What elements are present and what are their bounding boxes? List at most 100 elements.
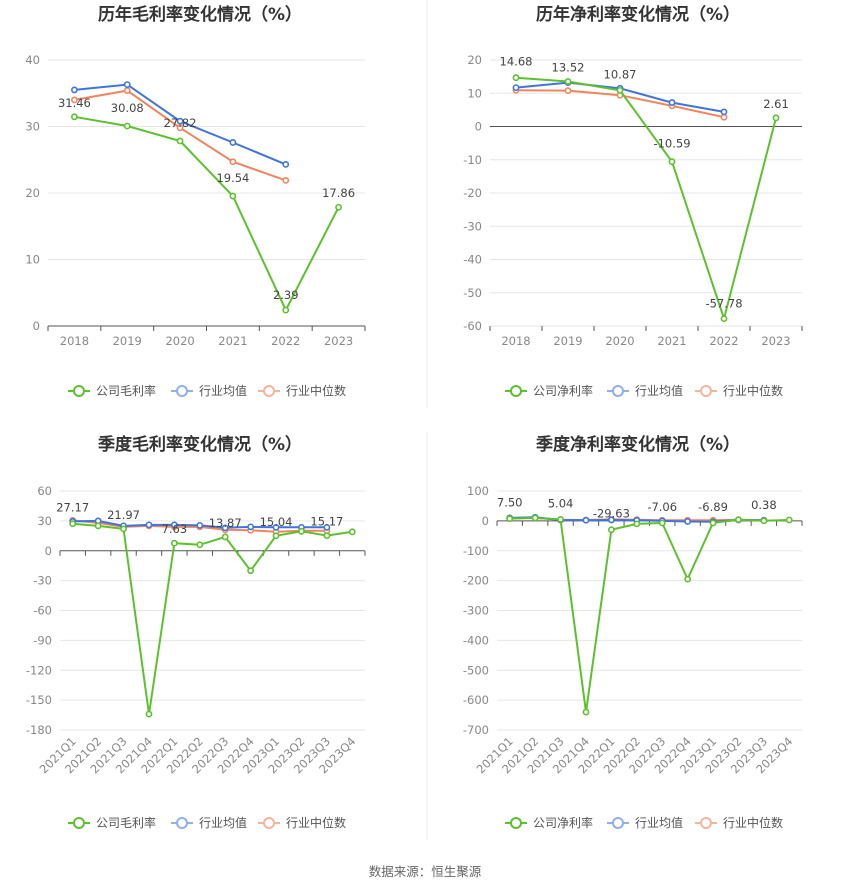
legend-company-label[interactable]: 公司净利率 — [533, 383, 593, 398]
company-series-point[interactable] — [760, 517, 768, 525]
company-series-point[interactable] — [709, 519, 717, 527]
industry-average-series-point[interactable] — [668, 99, 676, 106]
company-series-point[interactable] — [531, 514, 539, 522]
company-series-point[interactable] — [229, 192, 237, 200]
industry-average-series-point[interactable] — [221, 524, 229, 532]
y-tick-label: -60 — [463, 319, 482, 333]
y-tick-label: 10 — [467, 86, 482, 100]
company-series-point[interactable] — [735, 516, 742, 524]
chart-title: 历年毛利率变化情况（%） — [98, 4, 302, 25]
y-tick-label: -90 — [33, 633, 52, 647]
company-series-point[interactable] — [69, 520, 77, 528]
x-tick-label: 2019 — [113, 334, 142, 348]
company-series-point[interactable] — [684, 575, 692, 583]
y-tick-label: -10 — [463, 153, 482, 167]
y-tick-label: -180 — [26, 723, 52, 737]
industry-average-series-point[interactable] — [720, 108, 728, 116]
company-series-point[interactable] — [658, 519, 666, 527]
data-label: 7.50 — [497, 496, 523, 510]
legend-company-marker — [73, 385, 85, 397]
company-series-point[interactable] — [282, 306, 290, 314]
industry-average-series-point[interactable] — [247, 523, 255, 531]
industry-median-series-point[interactable] — [123, 87, 131, 94]
industry-average-series-point[interactable] — [607, 516, 615, 524]
data-label: 30.08 — [111, 101, 144, 115]
industry-average-series-point[interactable] — [145, 521, 153, 529]
y-tick-label: -30 — [33, 574, 52, 588]
company-series-point[interactable] — [564, 78, 572, 85]
industry-average-series-point[interactable] — [323, 523, 331, 531]
legend-median-marker — [263, 817, 275, 829]
legend-median-label[interactable]: 行业中位数 — [723, 815, 783, 830]
legend-avg-marker — [612, 817, 624, 829]
y-tick-label: 10 — [25, 253, 40, 267]
legend-avg-label[interactable]: 行业均值 — [199, 383, 247, 398]
company-series-point[interactable] — [506, 515, 514, 523]
company-series-point[interactable] — [772, 114, 780, 122]
legend-avg-label[interactable]: 行业均值 — [635, 383, 683, 398]
y-tick-label: 20 — [25, 186, 40, 200]
industry-average-series-point[interactable] — [582, 516, 590, 524]
industry-average-series-point[interactable] — [176, 117, 184, 125]
industry-median-series-point[interactable] — [564, 87, 572, 94]
industry-average-series-point[interactable] — [282, 161, 290, 168]
company-series-point[interactable] — [196, 541, 204, 549]
x-tick-label: 2022 — [271, 334, 300, 348]
industry-median-series-point[interactable] — [71, 96, 78, 104]
industry-median-series-point[interactable] — [282, 176, 290, 184]
company-series-point[interactable] — [582, 708, 590, 716]
industry-average-series-point[interactable] — [229, 139, 237, 146]
legend-annual-net: 公司净利率 行业均值 行业中位数 — [505, 383, 783, 398]
company-series-line — [74, 115, 340, 313]
company-series-point[interactable] — [348, 528, 356, 536]
industry-average-series-point[interactable] — [71, 86, 78, 94]
company-series-point[interactable] — [120, 525, 127, 533]
legend-median-label[interactable]: 行业中位数 — [286, 383, 346, 398]
legend-avg-label[interactable]: 行业均值 — [199, 815, 247, 830]
company-series-point[interactable] — [720, 315, 728, 323]
company-series-point[interactable] — [71, 113, 78, 121]
annual-gross-margin-chart: 历年毛利率变化情况（%） 0 10 20 30 40 2018 2019 2020 2021 20… — [25, 4, 366, 348]
chart-title: 历年净利率变化情况（%） — [536, 4, 740, 25]
company-series-point[interactable] — [123, 122, 131, 130]
company-series-point[interactable] — [335, 203, 342, 211]
legend-company-label[interactable]: 公司毛利率 — [96, 383, 156, 398]
industry-average-series-point[interactable] — [196, 521, 204, 529]
industry-median-series-point[interactable] — [720, 113, 728, 121]
industry-average-series-point[interactable] — [123, 81, 131, 89]
company-series-point[interactable] — [785, 516, 793, 524]
industry-average-series-point[interactable] — [170, 521, 178, 529]
industry-median-series-point[interactable] — [176, 124, 184, 132]
company-series-point[interactable] — [557, 515, 564, 523]
legend-avg-label[interactable]: 行业均值 — [635, 815, 683, 830]
data-label: 15.17 — [310, 515, 343, 529]
company-series-point[interactable] — [247, 567, 255, 575]
company-series-point[interactable] — [170, 539, 178, 547]
y-tick-label: 0 — [475, 120, 482, 134]
industry-median-series-point[interactable] — [229, 158, 237, 166]
company-series-point[interactable] — [512, 74, 520, 82]
legend-company-label[interactable]: 公司毛利率 — [96, 815, 156, 830]
company-series-point[interactable] — [323, 532, 331, 540]
company-series-point[interactable] — [668, 158, 676, 166]
x-tick-label: 2018 — [60, 334, 89, 348]
legend-quarterly-net: 公司净利率 行业均值 行业中位数 — [505, 815, 783, 830]
industry-average-series-point[interactable] — [684, 518, 692, 525]
company-series-point[interactable] — [221, 533, 229, 541]
legend-median-marker — [263, 385, 275, 397]
company-series-point[interactable] — [607, 526, 615, 534]
legend-median-label[interactable]: 行业中位数 — [286, 815, 346, 830]
industry-average-series-point[interactable] — [512, 84, 520, 91]
company-series-point[interactable] — [272, 532, 280, 540]
company-series-point[interactable] — [145, 710, 153, 718]
company-series-point[interactable] — [616, 86, 624, 94]
y-tick-label: -20 — [463, 186, 482, 200]
company-series-point[interactable] — [176, 137, 184, 145]
company-series-point[interactable] — [298, 527, 305, 535]
industry-average-series-point[interactable] — [272, 523, 280, 531]
legend-company-label[interactable]: 公司净利率 — [533, 815, 593, 830]
company-series-point[interactable] — [94, 522, 102, 530]
legend-median-label[interactable]: 行业中位数 — [723, 383, 783, 398]
y-tick-label: 20 — [467, 53, 482, 67]
company-series-point[interactable] — [633, 520, 641, 528]
